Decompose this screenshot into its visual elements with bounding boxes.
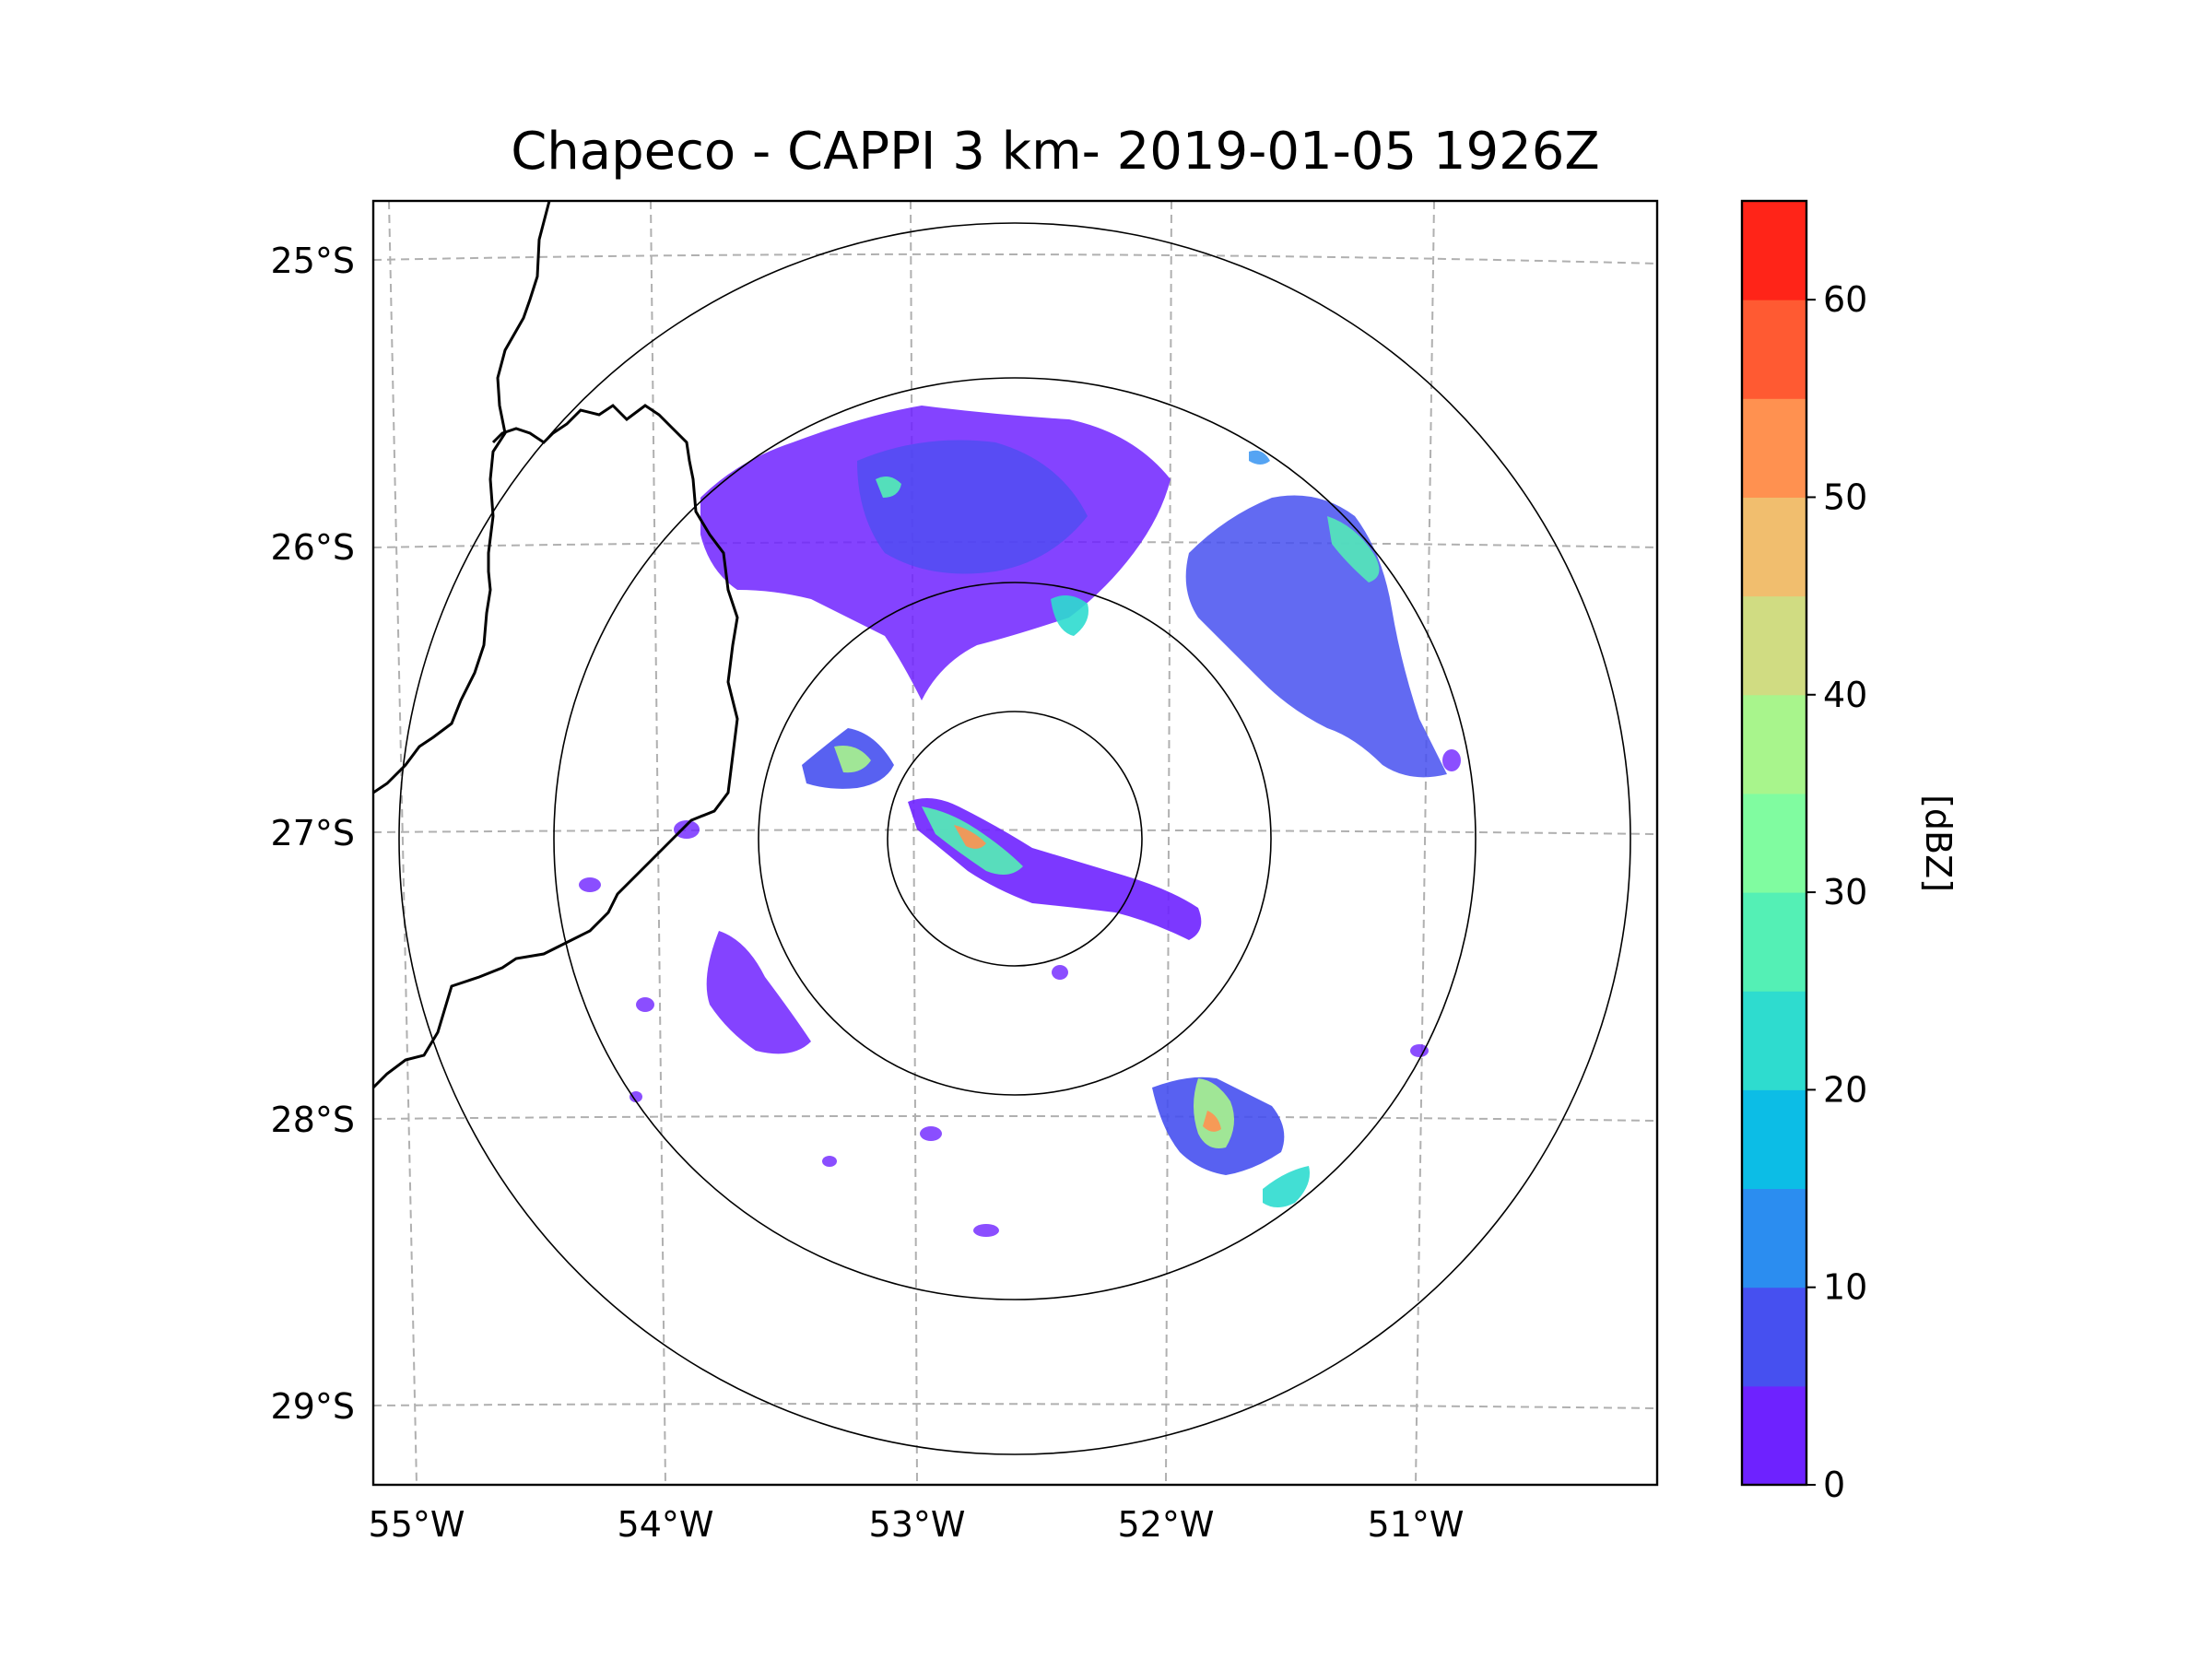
lon-tick-52: 52°W xyxy=(1118,1504,1215,1545)
colorbar-segment xyxy=(1742,991,1806,1090)
echo-speck xyxy=(579,877,601,892)
colorbar-tick-label: 20 xyxy=(1823,1069,1867,1110)
echo-southeast-core xyxy=(1194,1078,1234,1148)
echo-southeast-small xyxy=(1263,1166,1310,1207)
gridline-lon-55 xyxy=(388,201,418,1485)
country-borders xyxy=(373,201,739,1089)
echo-speck xyxy=(822,1156,837,1167)
lon-tick-55: 55°W xyxy=(369,1504,465,1545)
colorbar-segment xyxy=(1742,300,1806,399)
echo-northeast-speck xyxy=(1249,450,1270,465)
range-ring-4 xyxy=(398,222,1631,1455)
echo-speck xyxy=(920,1126,942,1141)
lon-tick-labels: 55°W 54°W 53°W 52°W 51°W xyxy=(369,1504,1465,1545)
radar-echoes xyxy=(579,406,1461,1237)
border-paraguay-brazil xyxy=(373,201,551,794)
map-content xyxy=(373,201,1657,1485)
echo-north-core xyxy=(857,440,1088,574)
colorbar-segment xyxy=(1742,892,1806,992)
echo-southwest-region xyxy=(706,931,811,1054)
range-ring-1 xyxy=(887,711,1143,967)
colorbar xyxy=(1742,201,1806,1486)
lon-tick-51: 51°W xyxy=(1368,1504,1465,1545)
echo-speck xyxy=(636,997,654,1012)
colorbar-tick-label: 30 xyxy=(1823,872,1867,912)
plot-title: Chapeco - CAPPI 3 km- 2019-01-05 1926Z xyxy=(511,122,1600,182)
echo-speck xyxy=(1052,965,1068,980)
colorbar-frame xyxy=(1740,199,1808,1487)
gridline-lon-52 xyxy=(1165,201,1172,1485)
colorbar-segment xyxy=(1742,398,1806,498)
lon-tick-53: 53°W xyxy=(869,1504,966,1545)
border-argentina-brazil xyxy=(373,404,739,1089)
lat-tick-28: 28°S xyxy=(271,1100,355,1140)
gridline-lat-25 xyxy=(373,253,1657,265)
map-axes-frame xyxy=(371,199,1659,1487)
echo-central-max xyxy=(954,825,986,849)
gridline-lat-28 xyxy=(373,1114,1657,1122)
colorbar-segment xyxy=(1742,595,1806,696)
echo-speck xyxy=(973,1224,999,1237)
colorbar-tick-label: 40 xyxy=(1823,675,1867,715)
range-ring-2 xyxy=(758,582,1272,1096)
range-ring-3 xyxy=(553,377,1477,1300)
colorbar-segment xyxy=(1742,1089,1806,1190)
echo-speck xyxy=(1410,1044,1429,1057)
lat-tick-27: 27°S xyxy=(271,813,355,853)
colorbar-tick-label: 10 xyxy=(1823,1267,1867,1308)
gridline-lat-29 xyxy=(373,1403,1657,1409)
echo-northeast-edge xyxy=(1327,516,1380,582)
echo-north-cell-2 xyxy=(876,476,901,498)
echo-southeast-max xyxy=(1203,1111,1221,1132)
colorbar-segment xyxy=(1742,497,1806,597)
echo-specks xyxy=(579,749,1461,1237)
colorbar-segment xyxy=(1742,793,1806,893)
lat-tick-26: 26°S xyxy=(271,527,355,568)
lat-tick-29: 29°S xyxy=(271,1386,355,1427)
echo-speck xyxy=(629,1091,642,1102)
echo-north-cell xyxy=(1051,595,1088,636)
gridline-lon-54 xyxy=(650,201,666,1485)
lat-tick-labels: 25°S 26°S 27°S 28°S 29°S xyxy=(271,241,355,1427)
colorbar-segment xyxy=(1742,201,1806,300)
colorbar-segment xyxy=(1742,1287,1806,1387)
colorbar-tick-label: 50 xyxy=(1823,477,1867,517)
colorbar-tick-label: 60 xyxy=(1823,279,1867,320)
echo-west-cell-core xyxy=(834,746,871,773)
lat-tick-25: 25°S xyxy=(271,241,355,281)
echo-speck xyxy=(1442,749,1461,771)
colorbar-segment xyxy=(1742,1188,1806,1288)
colorbar-tick-label: 0 xyxy=(1823,1465,1845,1505)
echo-speck xyxy=(674,820,700,839)
echo-northeast-region xyxy=(1185,495,1447,778)
colorbar-segment xyxy=(1742,1385,1806,1486)
lon-tick-54: 54°W xyxy=(618,1504,714,1545)
colorbar-label: [dBZ] xyxy=(1918,794,1959,892)
colorbar-ticks: 0 10 20 30 40 50 60 xyxy=(1806,279,1867,1505)
colorbar-segment xyxy=(1742,694,1806,794)
gridline-lon-51 xyxy=(1415,201,1435,1485)
range-rings xyxy=(398,222,1631,1455)
gridline-lat-27 xyxy=(373,829,1657,835)
